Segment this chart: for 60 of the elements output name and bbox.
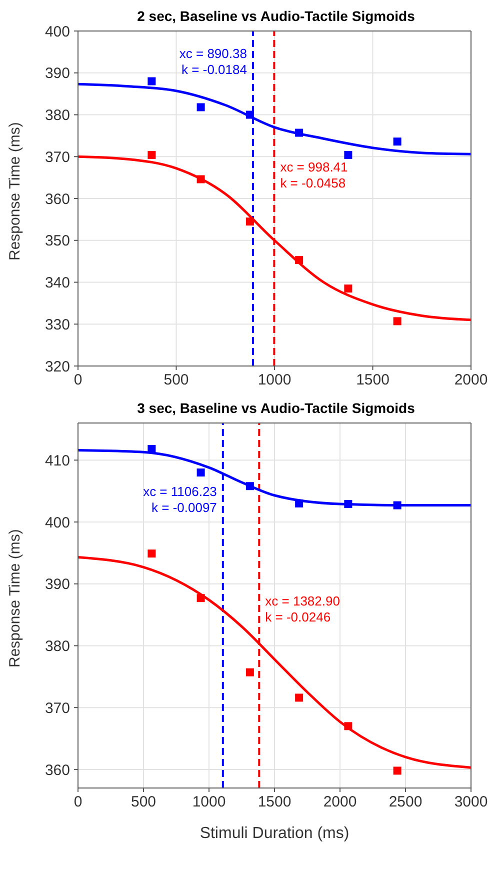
annotation: xc = 998.41 k = -0.0458: [280, 160, 348, 191]
y-tick-label: 320: [44, 358, 70, 376]
y-axis-title: Response Time (ms): [6, 122, 24, 260]
y-tick-label: 360: [44, 762, 70, 779]
x-axis-title: Stimuli Duration (ms): [200, 825, 350, 842]
chart-title: 2 sec, Baseline vs Audio-Tactile Sigmoids: [136, 8, 416, 24]
x-tick-label: 1500: [356, 372, 390, 389]
y-tick-label: 360: [44, 190, 70, 208]
y-tick-label: 400: [44, 23, 70, 40]
y-tick-label: 370: [44, 700, 70, 717]
point: [196, 468, 205, 476]
y-tick-label: 390: [44, 65, 70, 82]
y-tick-label: 340: [44, 274, 70, 292]
y-tick-label: 410: [44, 452, 70, 470]
x-tick-label: 1000: [258, 372, 292, 389]
y-tick-label: 380: [44, 107, 70, 124]
x-tick-label: 0: [74, 794, 82, 811]
point: [148, 150, 156, 159]
x-tick-label: 2000: [323, 794, 357, 811]
point: [295, 256, 304, 264]
y-tick-label: 380: [44, 638, 70, 656]
point: [148, 550, 156, 558]
point: [148, 77, 156, 86]
point: [246, 482, 254, 490]
point: [344, 150, 352, 159]
point: [393, 766, 402, 775]
y-tick-label: 350: [44, 232, 70, 250]
x-tick-label: 1000: [192, 794, 226, 811]
x-tick-label: 1500: [258, 794, 292, 811]
point: [295, 128, 304, 137]
point: [148, 444, 156, 453]
annotation: xc = 890.38 k = -0.0184: [179, 46, 247, 77]
point: [393, 501, 402, 510]
x-tick-label: 3000: [454, 794, 488, 811]
point: [295, 499, 304, 508]
point: [196, 103, 205, 112]
y-tick-label: 370: [44, 148, 70, 166]
x-tick-label: 2500: [388, 794, 422, 811]
x-tick-label: 500: [164, 372, 189, 389]
point: [196, 175, 205, 184]
x-tick-label: 2000: [454, 372, 488, 389]
y-axis-title: Response Time (ms): [6, 529, 24, 668]
point: [344, 722, 352, 730]
annotation: xc = 1382.90 k = -0.0246: [265, 594, 340, 624]
point: [344, 284, 352, 293]
annotation: xc = 1106.23 k = -0.0097: [143, 484, 217, 515]
point: [295, 694, 304, 702]
y-tick-label: 400: [44, 514, 70, 532]
point: [246, 218, 254, 226]
point: [344, 500, 352, 508]
y-tick-label: 390: [44, 576, 70, 594]
x-tick-label: 500: [130, 794, 156, 811]
point: [246, 668, 254, 676]
y-tick-label: 330: [44, 316, 70, 334]
x-tick-label: 0: [74, 372, 82, 389]
point: [196, 594, 205, 602]
point: [393, 138, 402, 146]
point: [246, 110, 254, 119]
point: [393, 317, 402, 326]
chart-title: 3 sec, Baseline vs Audio-Tactile Sigmoids: [136, 400, 416, 416]
